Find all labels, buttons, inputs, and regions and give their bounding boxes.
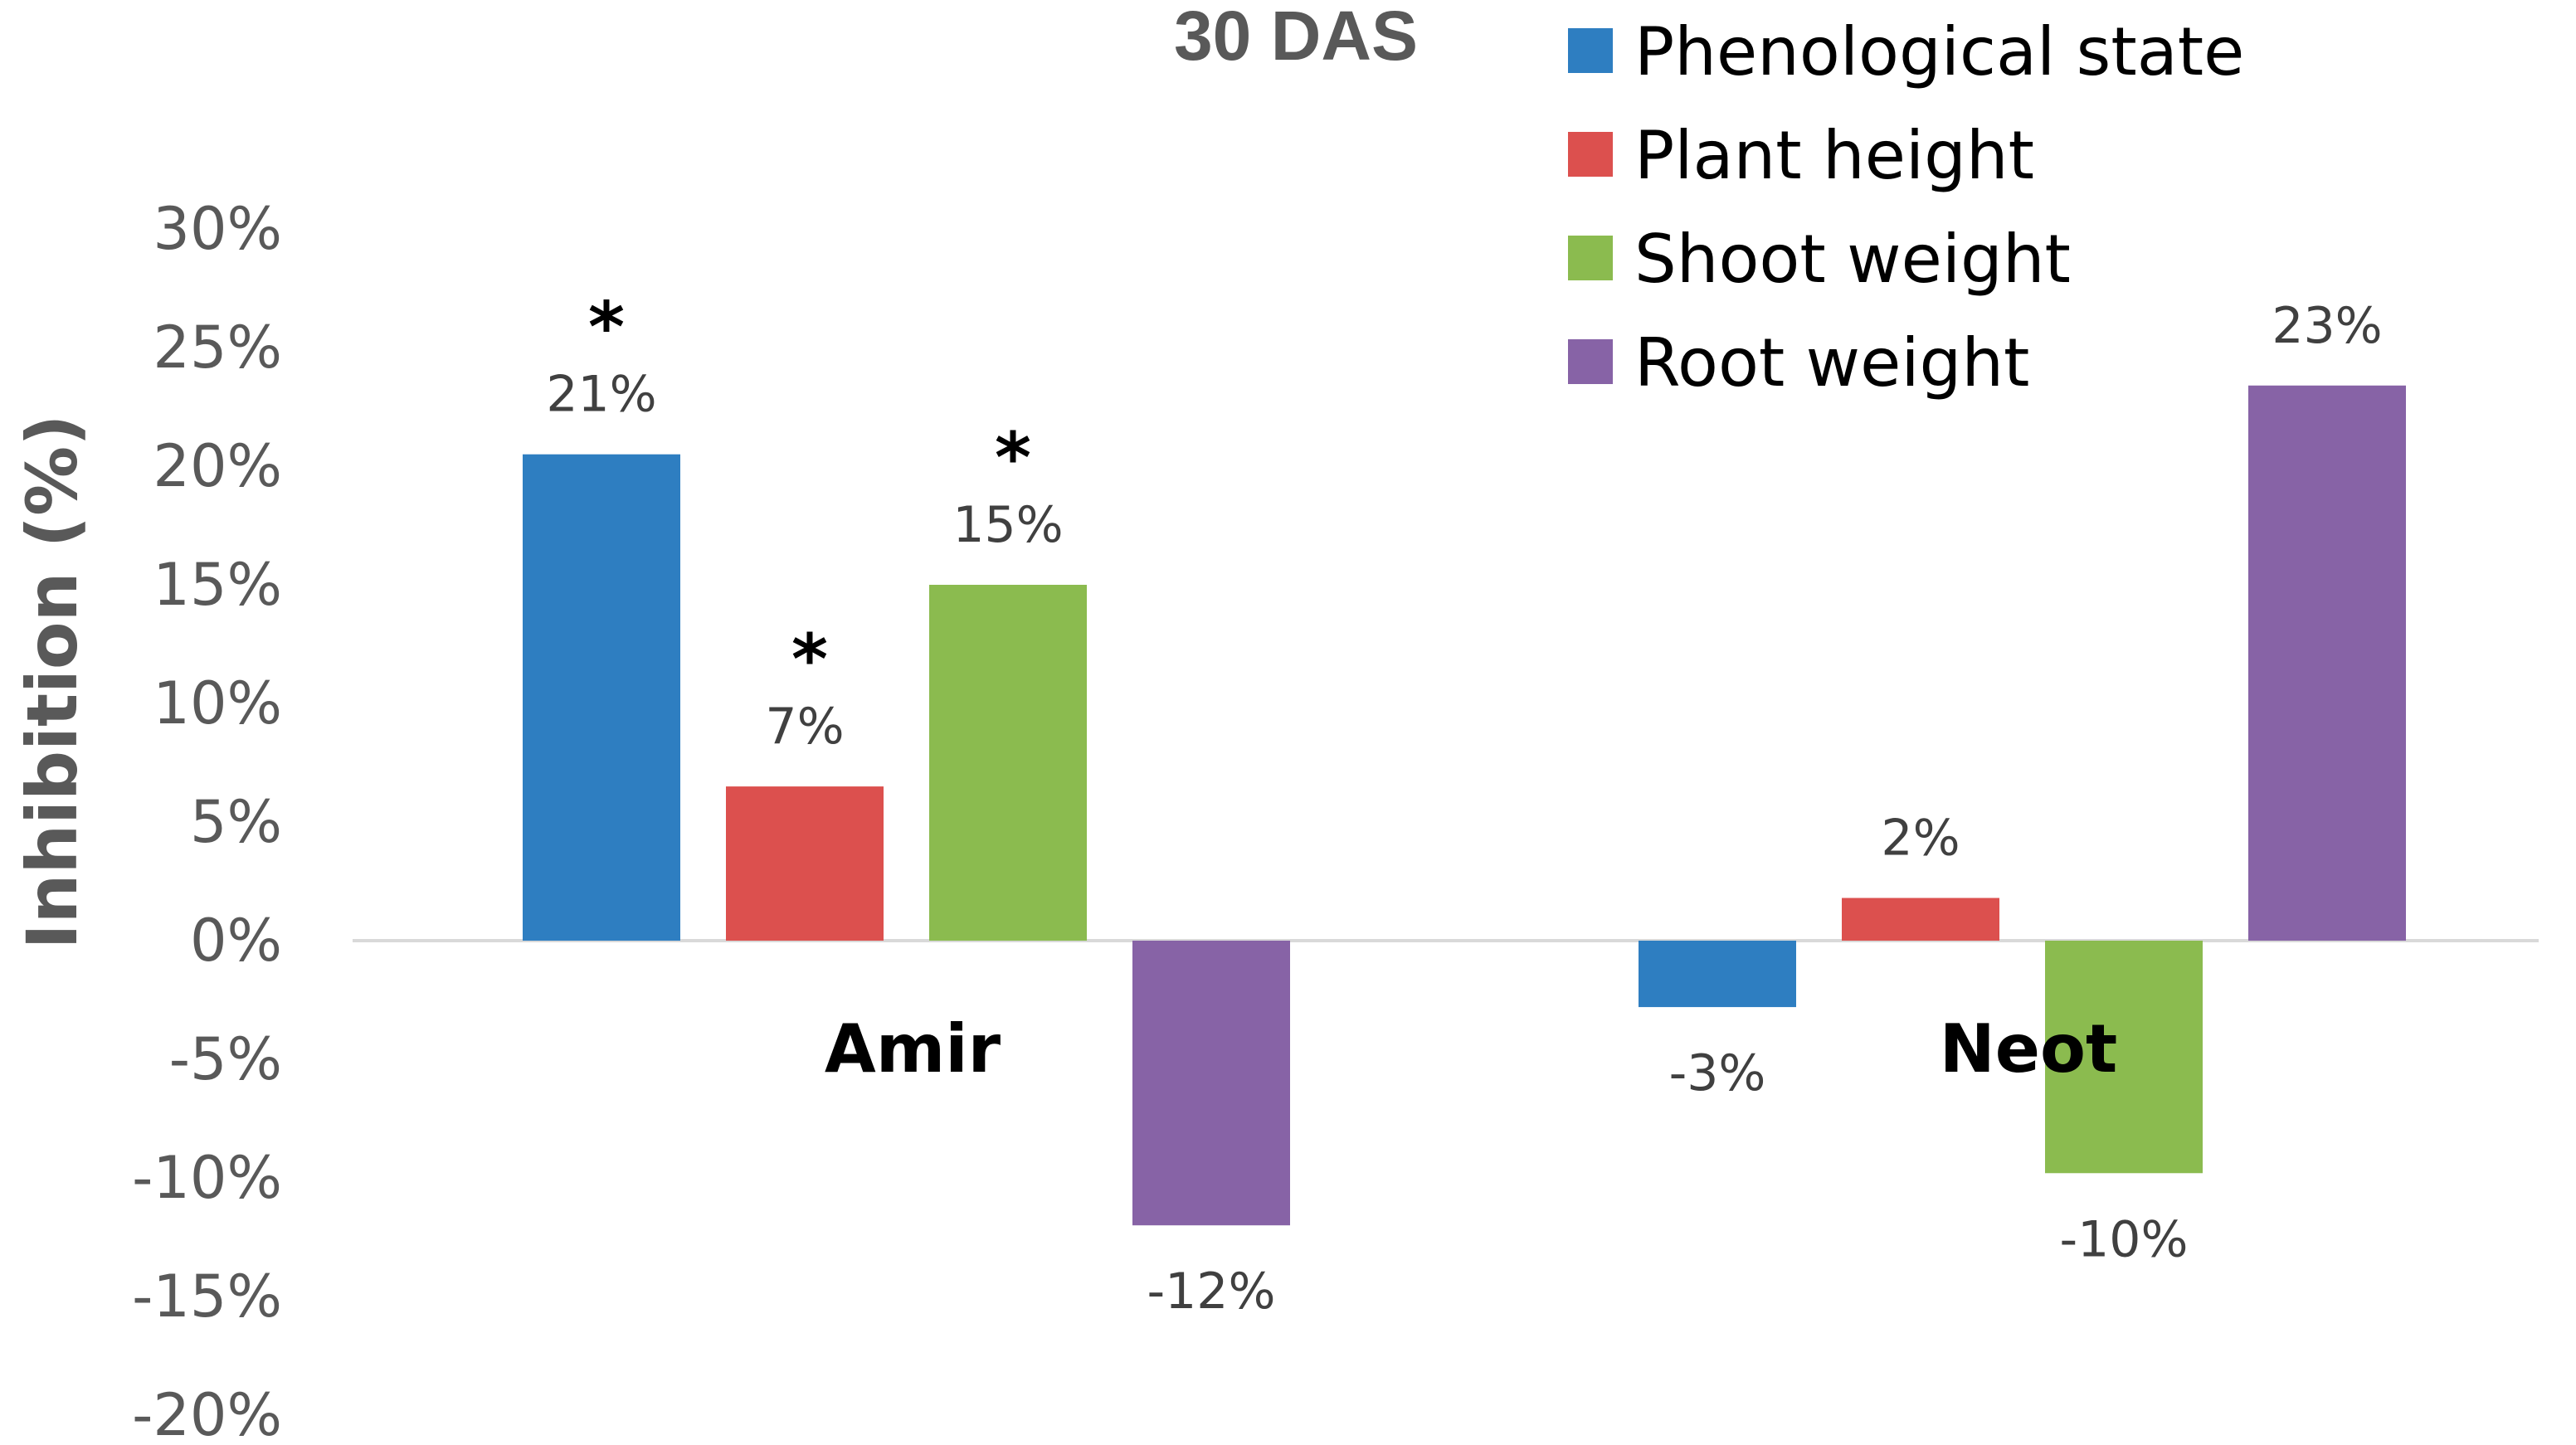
legend-label-shoot-weight: Shoot weight [1634,221,2071,298]
data-label: -10% [2059,1210,2188,1268]
data-label: 23% [2272,297,2382,355]
legend-label-plant-height: Plant height [1634,117,2034,194]
bar-neot-phenological-state [1639,941,1796,1008]
bar-amir-root-weight [1132,941,1290,1226]
y-tick-label: 25% [153,314,282,382]
y-tick-label: 15% [153,551,282,619]
bar-neot-shoot-weight [2045,941,2203,1174]
bar-neot-root-weight [2248,385,2406,941]
data-label: 15% [952,496,1063,554]
y-tick-label: 0% [190,907,282,975]
category-label-neot: Neot [1940,1010,2117,1087]
data-label: -12% [1147,1263,1275,1321]
y-tick-label: 20% [153,432,282,500]
data-labels-group: 21% 7% 15% -12% -3% 2% -10% 23% [546,297,2382,1321]
chart-title: 30 DAS [1174,0,1418,75]
significance-marker: * [588,287,625,368]
bar-amir-plant-height [726,786,884,941]
category-label-amir: Amir [825,1010,1001,1087]
y-tick-label: 10% [153,669,282,737]
data-label: 7% [765,698,844,756]
y-tick-label: -20% [132,1381,282,1445]
legend-swatch-shoot-weight [1568,236,1613,280]
y-axis-ticks: 30% 25% 20% 15% 10% 5% 0% -5% -10% -15% -20% [132,195,282,1445]
legend-label-root-weight: Root weight [1634,324,2029,401]
significance-marker: * [995,417,1031,499]
y-tick-label: 30% [153,195,282,263]
data-label: 21% [546,366,656,424]
data-label: 2% [1881,810,1960,868]
significance-markers-group: * * * [588,287,1031,700]
y-axis-label: Inhibition (%) [12,414,93,949]
significance-marker: * [791,619,828,700]
legend-swatch-plant-height [1568,132,1613,177]
bar-neot-plant-height [1842,898,1999,941]
bar-amir-phenological-state [523,454,680,941]
y-tick-label: -10% [132,1144,282,1212]
y-tick-label: 5% [190,788,282,856]
data-label: -3% [1669,1044,1766,1102]
bars-group [523,385,2406,1226]
legend-label-phenological-state: Phenological state [1634,13,2244,90]
legend: Phenological state Plant height Shoot weig… [1568,13,2244,401]
legend-swatch-root-weight [1568,339,1613,384]
y-tick-label: -5% [169,1025,282,1093]
y-tick-label: -15% [132,1263,282,1331]
legend-swatch-phenological-state [1568,28,1613,73]
bar-amir-shoot-weight [929,585,1087,941]
